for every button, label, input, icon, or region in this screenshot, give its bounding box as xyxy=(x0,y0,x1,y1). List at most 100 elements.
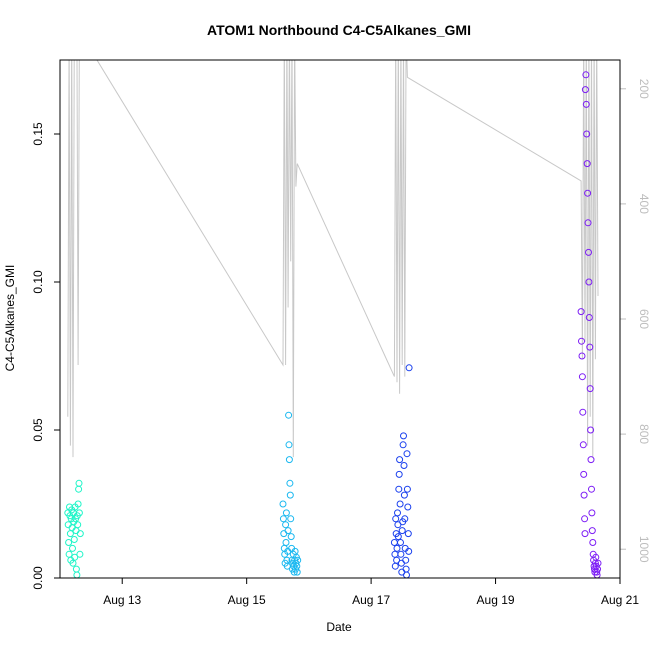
y2-tick-label: 600 xyxy=(637,309,650,329)
data-point xyxy=(396,500,404,508)
data-point xyxy=(582,71,590,79)
altitude-lines xyxy=(67,60,599,458)
x-tick-label: Aug 13 xyxy=(103,593,141,607)
data-point xyxy=(393,544,401,552)
data-point xyxy=(75,509,83,517)
data-point xyxy=(394,533,402,541)
data-point xyxy=(588,509,596,517)
data-point xyxy=(594,559,602,567)
x-tick-label: Aug 19 xyxy=(477,593,515,607)
data-point xyxy=(76,550,84,558)
data-point xyxy=(589,539,597,546)
data-point xyxy=(577,308,585,316)
data-point xyxy=(395,485,403,493)
data-point xyxy=(395,470,403,478)
x-tick-label: Aug 15 xyxy=(228,593,266,607)
data-point xyxy=(583,160,591,168)
data-point xyxy=(286,491,294,499)
data-point xyxy=(287,515,295,523)
data-point xyxy=(580,491,588,499)
data-point xyxy=(74,521,82,529)
data-point xyxy=(584,219,592,227)
series-1 xyxy=(64,479,84,579)
data-point xyxy=(581,530,589,538)
data-point xyxy=(394,509,401,517)
data-point xyxy=(581,86,589,94)
data-point xyxy=(403,485,411,493)
data-point xyxy=(285,411,293,419)
data-point xyxy=(286,479,294,487)
data-point xyxy=(69,544,76,552)
data-point xyxy=(71,553,79,561)
x-tick-label: Aug 17 xyxy=(352,593,390,607)
data-point xyxy=(293,568,301,576)
y-tick-label: 0.00 xyxy=(31,566,45,590)
data-point xyxy=(75,479,83,487)
data-point xyxy=(580,470,588,478)
data-point xyxy=(587,426,595,434)
data-point xyxy=(397,550,405,558)
data-point xyxy=(578,373,586,381)
data-point xyxy=(400,432,407,440)
data-point xyxy=(400,491,408,499)
data-point xyxy=(586,343,594,351)
series-3 xyxy=(390,364,413,579)
data-point xyxy=(582,100,590,108)
x-axis-label: Date xyxy=(326,620,352,634)
data-point xyxy=(284,527,292,535)
data-point xyxy=(581,515,589,523)
data-point xyxy=(397,539,404,546)
data-point xyxy=(65,539,73,546)
plot-area: Aug 13 Aug 15 Aug 17 Aug 19 Aug 21 0.00 0.05 0.… xyxy=(31,60,650,607)
data-point xyxy=(76,530,84,538)
data-point xyxy=(405,364,413,372)
data-point xyxy=(403,450,411,458)
data-point xyxy=(400,462,408,469)
y2-tick-label: 400 xyxy=(637,194,650,214)
data-point xyxy=(585,248,592,256)
chart-title: ATOM1 Northbound C4-C5Alkanes_GMI xyxy=(207,22,471,38)
data-point xyxy=(404,503,412,511)
data-point xyxy=(399,441,407,449)
plot-border xyxy=(59,59,621,579)
y-tick-label: 0.10 xyxy=(31,270,45,294)
data-point xyxy=(583,130,591,138)
y-axis-label: C4-C5Alkanes_GMI xyxy=(3,265,17,372)
data-point xyxy=(70,536,78,543)
data-point xyxy=(585,278,593,286)
data-point xyxy=(285,441,293,449)
y-tick-label: 0.15 xyxy=(31,122,45,146)
data-point xyxy=(398,527,406,535)
data-point xyxy=(587,456,595,464)
data-point xyxy=(586,385,594,393)
data-point xyxy=(584,189,592,197)
data-point xyxy=(285,456,293,464)
data-point xyxy=(579,441,587,449)
y2-tick-label: 800 xyxy=(637,424,650,444)
data-point xyxy=(404,530,412,538)
x-tick-label: Aug 21 xyxy=(601,593,639,607)
data-point xyxy=(588,527,596,535)
data-point xyxy=(592,553,600,561)
data-point xyxy=(405,547,413,555)
data-point xyxy=(282,521,290,529)
data-point xyxy=(402,556,410,564)
data-point xyxy=(74,500,82,508)
data-point xyxy=(287,533,295,541)
data-point xyxy=(578,337,585,345)
data-point xyxy=(401,515,409,523)
data-point xyxy=(593,568,601,576)
data-point xyxy=(279,500,287,508)
data-point xyxy=(578,352,586,360)
data-point xyxy=(579,408,587,416)
data-point xyxy=(282,539,290,546)
data-point xyxy=(396,456,404,464)
series-4 xyxy=(577,71,602,579)
data-point xyxy=(585,314,593,321)
series-2 xyxy=(279,411,302,576)
data-point xyxy=(294,556,302,564)
y2-tick-label: 1000 xyxy=(637,536,650,563)
data-point xyxy=(279,515,287,523)
